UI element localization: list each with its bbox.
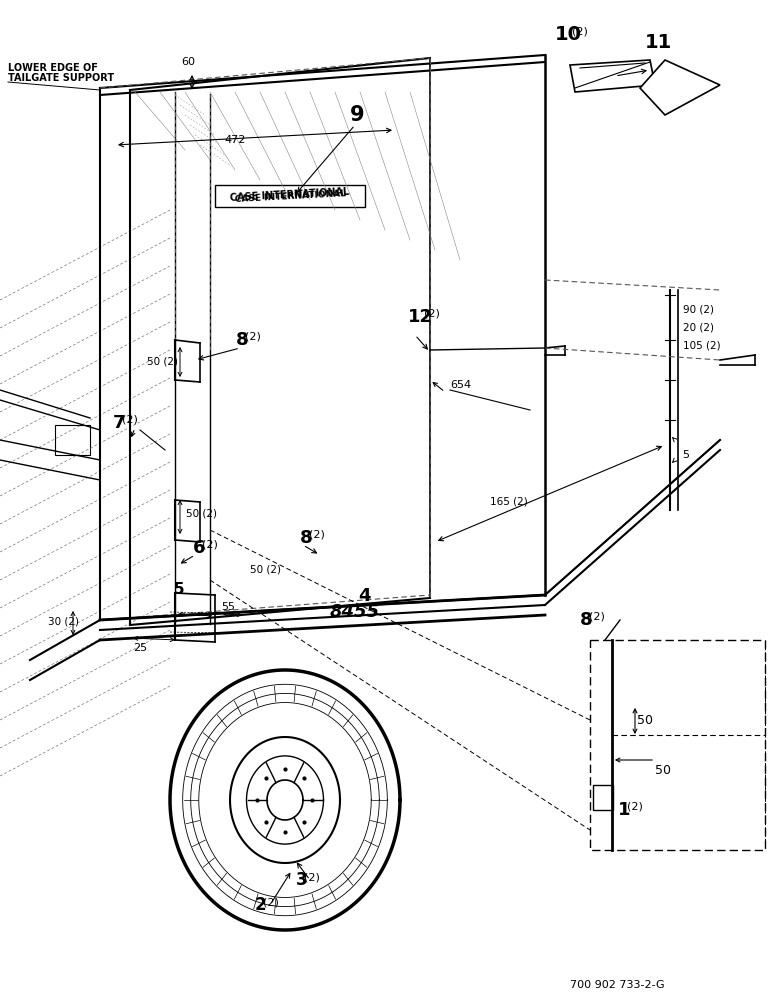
Text: 55: 55 (221, 602, 235, 612)
Text: 8455: 8455 (330, 603, 380, 621)
Text: 6: 6 (193, 539, 205, 557)
Text: 50 (2): 50 (2) (250, 565, 281, 575)
Text: CASE INTERNATIONAL: CASE INTERNATIONAL (234, 190, 346, 204)
FancyBboxPatch shape (593, 785, 613, 810)
Text: 50: 50 (655, 764, 671, 776)
Text: 105 (2): 105 (2) (683, 340, 720, 350)
Text: (2): (2) (304, 872, 320, 882)
Text: (2): (2) (424, 309, 439, 319)
Text: 2: 2 (255, 896, 266, 914)
Text: 60: 60 (181, 57, 195, 67)
Text: 20 (2): 20 (2) (683, 323, 714, 333)
Text: CASE INTERNATIONAL: CASE INTERNATIONAL (230, 187, 350, 203)
Text: 50: 50 (637, 714, 653, 726)
Text: 12: 12 (408, 308, 433, 326)
Text: (2): (2) (309, 530, 325, 540)
Text: 8: 8 (300, 529, 313, 547)
Text: 165 (2): 165 (2) (490, 497, 528, 507)
Text: 30 (2): 30 (2) (48, 617, 79, 627)
Text: 90 (2): 90 (2) (683, 305, 714, 315)
Text: 9: 9 (350, 105, 364, 125)
Text: 8: 8 (580, 611, 593, 629)
FancyBboxPatch shape (55, 425, 90, 455)
Text: 8: 8 (236, 331, 249, 349)
Text: 11: 11 (645, 32, 672, 51)
Polygon shape (640, 60, 720, 115)
Polygon shape (570, 60, 655, 92)
Text: 1: 1 (618, 801, 631, 819)
Text: (2): (2) (245, 332, 261, 342)
Text: 5: 5 (682, 450, 689, 460)
Text: 50 (2): 50 (2) (147, 357, 178, 367)
Text: (2): (2) (589, 612, 604, 622)
Text: 472: 472 (225, 135, 245, 145)
Text: 7: 7 (113, 414, 126, 432)
Text: (2): (2) (122, 415, 137, 425)
Text: 654: 654 (450, 380, 471, 390)
Text: TAILGATE SUPPORT: TAILGATE SUPPORT (8, 73, 114, 83)
Text: (2): (2) (263, 897, 279, 907)
Text: 10: 10 (555, 25, 582, 44)
Text: 4: 4 (358, 587, 371, 605)
Text: (2): (2) (571, 26, 587, 36)
Text: (2): (2) (627, 802, 642, 812)
Text: 50 (2): 50 (2) (186, 508, 217, 518)
Text: 5: 5 (174, 582, 185, 597)
Text: 700 902 733-2-G: 700 902 733-2-G (570, 980, 665, 990)
Text: 3: 3 (296, 871, 307, 889)
FancyBboxPatch shape (215, 185, 365, 207)
Text: (2): (2) (201, 540, 218, 550)
Text: LOWER EDGE OF: LOWER EDGE OF (8, 63, 98, 73)
Text: 25: 25 (133, 643, 147, 653)
